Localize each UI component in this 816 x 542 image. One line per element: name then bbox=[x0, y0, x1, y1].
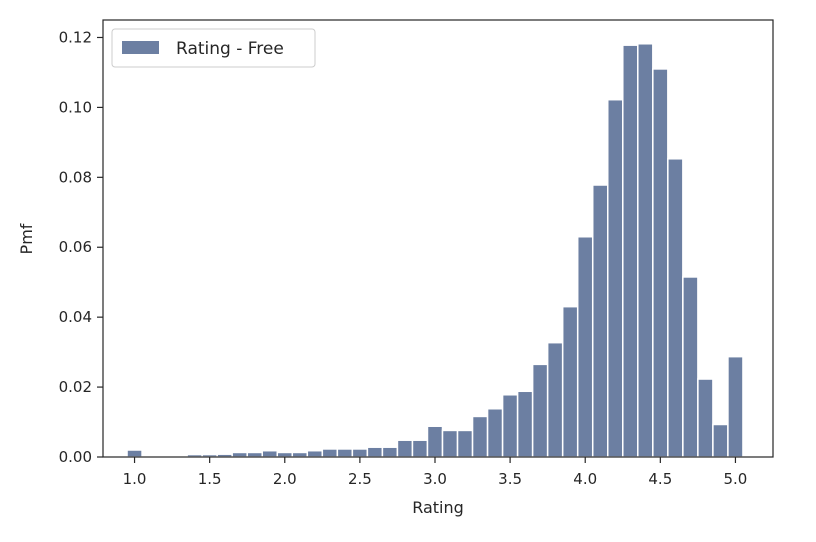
y-tick-label: 0.04 bbox=[59, 308, 92, 326]
legend-swatch bbox=[122, 41, 159, 54]
bar bbox=[261, 449, 279, 458]
x-tick-label: 2.0 bbox=[273, 470, 297, 488]
x-tick-label: 3.5 bbox=[498, 470, 522, 488]
legend: Rating - Free bbox=[111, 28, 316, 68]
y-axis-title: Pmf bbox=[17, 223, 36, 254]
y-tick-label: 0.12 bbox=[59, 28, 92, 46]
bar bbox=[366, 446, 384, 458]
bar bbox=[607, 98, 624, 458]
x-axis-title: Rating bbox=[412, 498, 464, 517]
bar bbox=[426, 425, 444, 458]
bar bbox=[516, 390, 534, 458]
bar bbox=[652, 68, 669, 458]
x-tick-label: 3.0 bbox=[423, 470, 447, 488]
x-axis: 1.0 1.5 2.0 2.5 3.0 3.5 4.0 4.5 5.0 bbox=[123, 457, 748, 488]
bar bbox=[486, 408, 504, 458]
bar bbox=[321, 448, 339, 458]
plot-frame bbox=[102, 19, 774, 458]
bar bbox=[667, 158, 684, 458]
bar bbox=[697, 378, 714, 458]
bar bbox=[531, 363, 549, 458]
bar bbox=[276, 451, 294, 458]
y-tick-label: 0.10 bbox=[59, 98, 92, 116]
bar bbox=[441, 429, 459, 458]
x-tick-label: 4.0 bbox=[573, 470, 597, 488]
bar bbox=[591, 184, 609, 458]
bar bbox=[126, 449, 143, 458]
bar bbox=[351, 448, 369, 458]
y-tick-label: 0.02 bbox=[59, 378, 92, 396]
bar bbox=[501, 394, 519, 458]
bar bbox=[306, 449, 324, 458]
bar bbox=[231, 451, 248, 458]
x-tick-label: 1.5 bbox=[198, 470, 222, 488]
x-tick-label: 4.5 bbox=[648, 470, 672, 488]
bar bbox=[381, 446, 399, 458]
bar bbox=[246, 451, 263, 458]
bar bbox=[336, 448, 354, 458]
bar bbox=[682, 276, 699, 458]
bar bbox=[456, 429, 474, 458]
y-tick-label: 0.00 bbox=[59, 448, 92, 466]
bar bbox=[471, 415, 489, 458]
legend-box bbox=[111, 28, 316, 68]
bar bbox=[637, 43, 654, 458]
bar bbox=[561, 305, 579, 458]
x-tick-label: 2.5 bbox=[348, 470, 372, 488]
y-axis: 0.00 0.02 0.04 0.06 0.08 0.10 0.12 bbox=[59, 28, 103, 466]
bar bbox=[622, 44, 639, 458]
bars-group bbox=[126, 43, 744, 458]
y-tick-label: 0.06 bbox=[59, 238, 92, 256]
bar bbox=[546, 341, 564, 458]
x-tick-label: 1.0 bbox=[123, 470, 147, 488]
bar bbox=[291, 451, 309, 458]
legend-label: Rating - Free bbox=[176, 39, 284, 59]
bar bbox=[411, 439, 429, 458]
bar bbox=[396, 439, 414, 458]
y-tick-label: 0.08 bbox=[59, 168, 92, 186]
bar bbox=[712, 423, 729, 458]
bar bbox=[727, 355, 744, 458]
x-tick-label: 5.0 bbox=[724, 470, 748, 488]
bar bbox=[576, 236, 594, 458]
